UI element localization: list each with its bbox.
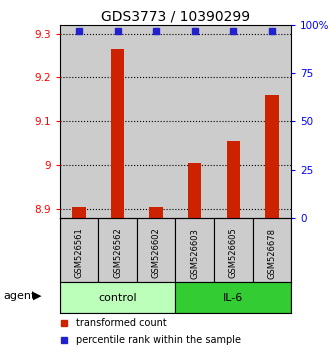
Bar xyxy=(60,218,98,282)
Bar xyxy=(227,141,240,218)
Bar xyxy=(72,207,86,218)
Text: GSM526605: GSM526605 xyxy=(229,228,238,279)
Title: GDS3773 / 10390299: GDS3773 / 10390299 xyxy=(101,10,250,24)
Bar xyxy=(98,218,137,282)
Text: GSM526678: GSM526678 xyxy=(267,228,276,279)
Bar xyxy=(60,25,98,218)
Bar xyxy=(214,25,253,218)
Text: IL-6: IL-6 xyxy=(223,293,244,303)
Text: GSM526602: GSM526602 xyxy=(152,228,161,279)
Bar xyxy=(137,25,175,218)
Text: transformed count: transformed count xyxy=(76,318,166,328)
Text: agent: agent xyxy=(3,291,36,301)
Bar xyxy=(253,25,291,218)
Text: GSM526561: GSM526561 xyxy=(74,228,83,279)
Bar xyxy=(175,282,291,313)
Bar xyxy=(149,207,163,218)
Bar xyxy=(175,25,214,218)
Text: percentile rank within the sample: percentile rank within the sample xyxy=(76,335,241,345)
Bar xyxy=(175,218,214,282)
Bar xyxy=(98,25,137,218)
Bar xyxy=(137,218,175,282)
Bar xyxy=(111,49,124,218)
Bar xyxy=(188,163,202,218)
Bar xyxy=(265,95,279,218)
Text: ▶: ▶ xyxy=(33,291,42,301)
Text: GSM526603: GSM526603 xyxy=(190,228,199,279)
Bar xyxy=(253,218,291,282)
Bar xyxy=(214,218,253,282)
Text: GSM526562: GSM526562 xyxy=(113,228,122,279)
Bar xyxy=(60,282,175,313)
Text: control: control xyxy=(98,293,137,303)
